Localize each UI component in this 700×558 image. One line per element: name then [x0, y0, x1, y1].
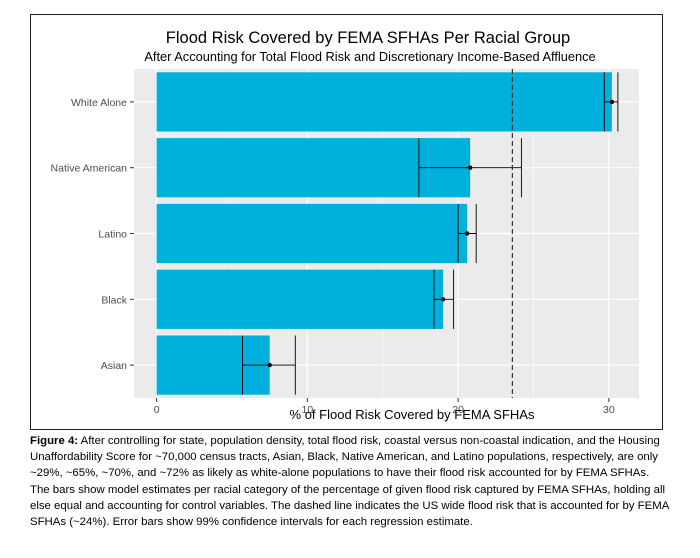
- point-estimate: [464, 231, 470, 236]
- y-tick-label: White Alone: [71, 97, 127, 109]
- plot-area: White Alone Native American Latino Black Asi…: [51, 69, 639, 416]
- caption-label: Figure 4:: [30, 435, 79, 447]
- figure-caption: Figure 4: After controlling for state, p…: [30, 433, 670, 530]
- bar-native-american: [156, 138, 471, 198]
- chart-title: Flood Risk Covered by FEMA SFHAs Per Rac…: [166, 29, 570, 47]
- x-tick-label: 0: [154, 404, 160, 416]
- x-tick-label: 10: [302, 404, 314, 416]
- bar-latino: [156, 203, 468, 264]
- bar-black: [156, 269, 444, 329]
- point-estimate: [440, 297, 446, 302]
- y-tick-label: Latino: [98, 229, 127, 241]
- point-estimate: [467, 165, 473, 170]
- point-estimate: [609, 99, 615, 105]
- figure-frame: Flood Risk Covered by FEMA SFHAs Per Rac…: [30, 14, 663, 430]
- chart-subtitle: After Accounting for Total Flood Risk an…: [144, 49, 595, 64]
- bar-white-alone: [156, 72, 612, 132]
- y-tick-label: Native American: [51, 163, 128, 175]
- bar-chart: Flood Risk Covered by FEMA SFHAs Per Rac…: [51, 29, 639, 422]
- x-axis-label: % of Flood Risk Covered by FEMA SFHAs: [290, 407, 535, 422]
- y-tick-label: Black: [101, 294, 127, 306]
- y-tick-label: Asian: [101, 360, 127, 372]
- point-estimate: [267, 362, 272, 368]
- x-tick-label: 20: [452, 404, 464, 416]
- x-tick-label: 30: [603, 404, 615, 416]
- caption-text: After controlling for state, population …: [30, 435, 669, 529]
